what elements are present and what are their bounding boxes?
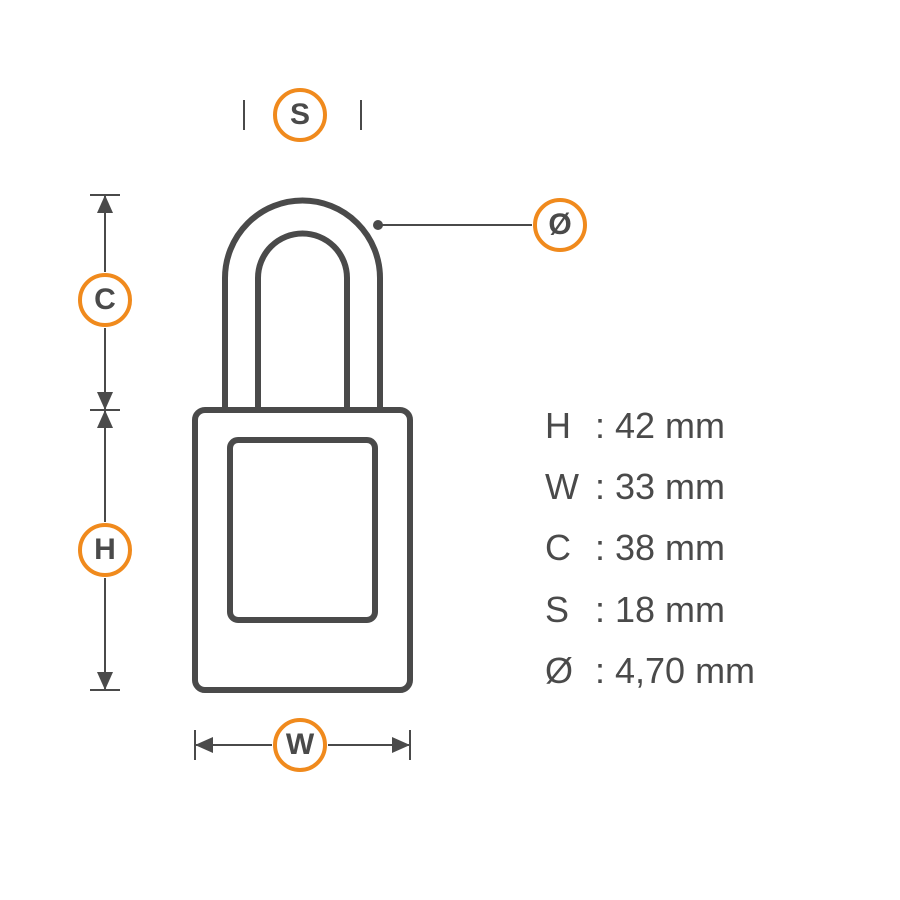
dim-c-arrow-bot [97, 392, 113, 410]
dim-label-h-text: H [94, 533, 116, 567]
dim-label-diameter: Ø [533, 198, 587, 252]
dim-h-arrow-bot [97, 672, 113, 690]
measurement-value: 38 mm [615, 517, 725, 578]
dim-label-s-text: S [290, 98, 310, 132]
measurement-row: C: 38 mm [545, 517, 755, 578]
dim-c-arrow-top [97, 195, 113, 213]
measurement-colon: : [595, 456, 615, 517]
measurement-key: W [545, 456, 595, 517]
dim-s-tick-left [243, 100, 245, 130]
dim-h-tick-bot [90, 689, 120, 691]
measurement-row: Ø: 4,70 mm [545, 640, 755, 701]
measurement-key: S [545, 579, 595, 640]
dim-label-s: S [273, 88, 327, 142]
measurement-colon: : [595, 517, 615, 578]
dim-label-h: H [78, 523, 132, 577]
measurement-value: 4,70 mm [615, 640, 755, 701]
measurement-value: 18 mm [615, 579, 725, 640]
measurement-row: S: 18 mm [545, 579, 755, 640]
dim-w-arrow-right [392, 737, 410, 753]
measurements-list: H: 42 mmW: 33 mmC: 38 mmS: 18 mmØ: 4,70 … [545, 395, 755, 701]
dim-label-c: C [78, 273, 132, 327]
dim-h-arrow-top [97, 410, 113, 428]
dim-w-arrow-left [195, 737, 213, 753]
padlock-drawing [0, 0, 900, 900]
measurement-colon: : [595, 579, 615, 640]
measurement-key: Ø [545, 640, 595, 701]
measurement-row: W: 33 mm [545, 456, 755, 517]
measurement-colon: : [595, 640, 615, 701]
measurement-value: 33 mm [615, 456, 725, 517]
dim-label-diameter-text: Ø [548, 208, 571, 242]
measurement-value: 42 mm [615, 395, 725, 456]
dim-label-w-text: W [286, 728, 314, 762]
measurement-key: H [545, 395, 595, 456]
measurement-row: H: 42 mm [545, 395, 755, 456]
measurement-colon: : [595, 395, 615, 456]
dim-label-w: W [273, 718, 327, 772]
dim-s-tick-right [360, 100, 362, 130]
diagram-canvas: S C H W Ø H: 42 mmW: 33 mmC: 38 mmS: 18 … [0, 0, 900, 900]
measurement-key: C [545, 517, 595, 578]
dim-w-tick-right [409, 730, 411, 760]
dim-label-c-text: C [94, 283, 116, 317]
